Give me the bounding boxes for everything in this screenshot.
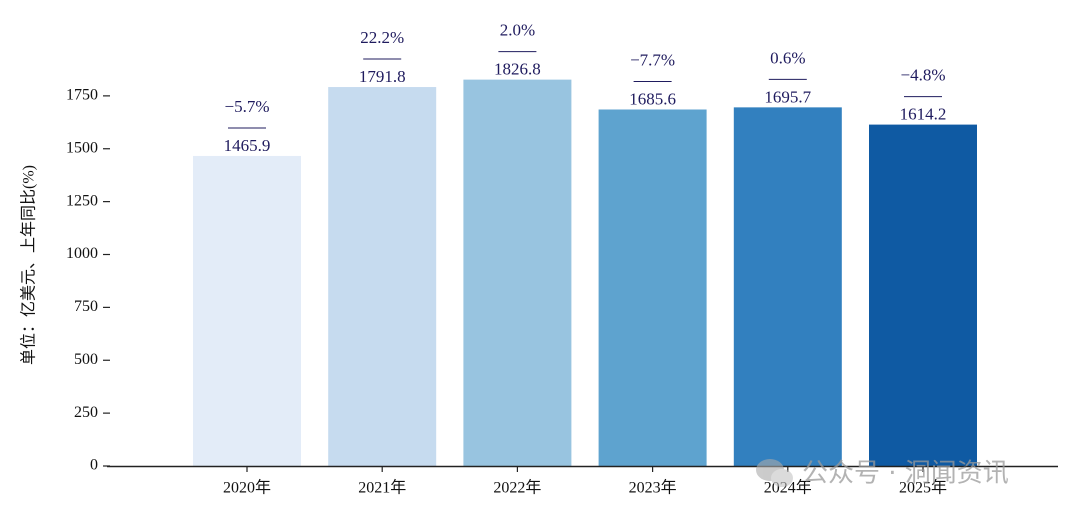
- y-tick-label: 0: [90, 457, 98, 474]
- y-tick-label: 1000: [66, 245, 98, 262]
- growth-label: 22.2%: [360, 28, 404, 47]
- value-label: 1685.6: [629, 89, 676, 108]
- growth-label: −7.7%: [630, 50, 675, 69]
- growth-label: 2.0%: [500, 21, 535, 40]
- bar: [598, 109, 707, 466]
- x-tick-label: 2022年: [493, 479, 541, 497]
- y-tick-label: 750: [74, 298, 98, 315]
- watermark-icon: [756, 459, 793, 487]
- value-label: 1614.2: [900, 105, 947, 124]
- growth-label: −4.8%: [901, 66, 946, 85]
- x-tick-label: 2020年: [223, 479, 271, 497]
- bar: [463, 79, 572, 466]
- y-tick-label: 1500: [66, 139, 98, 156]
- y-tick-label: 1750: [66, 87, 98, 104]
- y-tick-label: 1250: [66, 192, 98, 209]
- growth-label: 0.6%: [770, 48, 805, 67]
- bar: [328, 87, 437, 466]
- value-label: 1791.8: [359, 67, 406, 86]
- bar: [193, 155, 301, 466]
- x-tick-label: 2021年: [358, 479, 406, 497]
- value-label: 1465.9: [224, 136, 271, 155]
- growth-label: −5.7%: [225, 97, 270, 116]
- x-tick-label: 2023年: [629, 479, 677, 497]
- y-axis-title: 单位：亿美元、上年同比(%): [20, 165, 38, 365]
- y-tick-label: 250: [74, 404, 98, 421]
- value-label: 1826.8: [494, 60, 541, 79]
- watermark: 公众号 · 洞闻资讯: [802, 459, 1009, 489]
- bar: [869, 124, 977, 466]
- y-tick-label: 500: [74, 351, 98, 368]
- value-label: 1695.7: [764, 87, 811, 106]
- x-tick-label: 2025年: [899, 479, 947, 497]
- bar: [733, 107, 842, 467]
